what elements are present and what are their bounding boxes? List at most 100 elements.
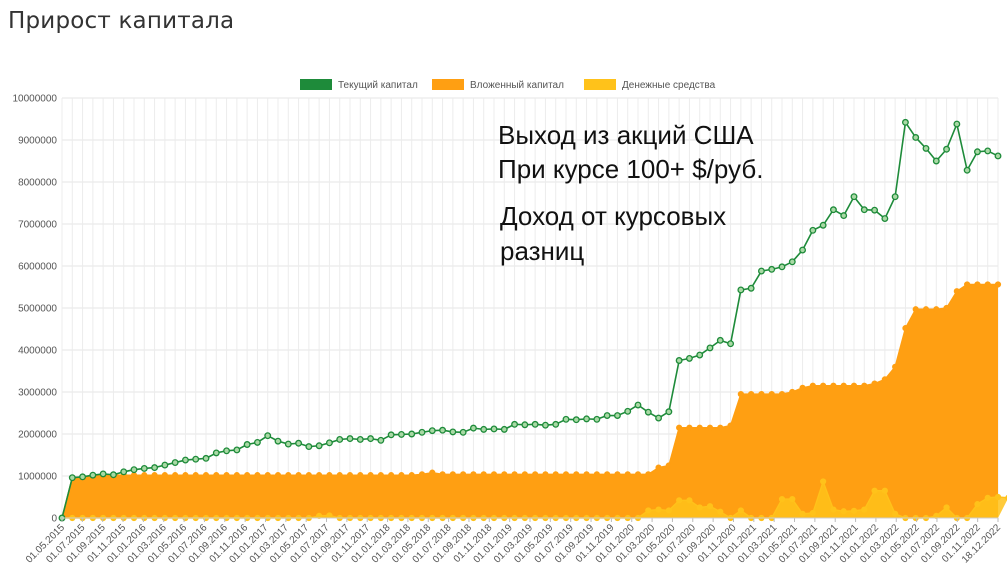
data-point (809, 382, 816, 389)
data-point (295, 472, 302, 479)
data-point (932, 157, 940, 165)
data-point (604, 471, 611, 478)
data-point (860, 206, 868, 214)
data-point (130, 466, 138, 474)
data-point (161, 472, 168, 479)
data-point (326, 512, 333, 519)
data-point (850, 507, 858, 514)
data-point (686, 424, 693, 431)
data-point (881, 376, 888, 383)
data-point (696, 351, 704, 359)
data-point (346, 472, 354, 479)
annotation-text: Доход от курсовых (500, 201, 726, 231)
data-point (562, 415, 570, 423)
data-point (943, 504, 950, 511)
data-point (305, 443, 313, 451)
data-point (377, 472, 384, 479)
data-point (171, 459, 179, 467)
legend-swatch (300, 79, 332, 90)
legend-label: Вложенный капитал (470, 80, 564, 91)
legend-label: Денежные средства (622, 80, 716, 91)
data-point (614, 471, 621, 478)
data-point (891, 193, 899, 201)
data-point (254, 472, 261, 479)
data-point (542, 471, 549, 478)
data-point (490, 471, 498, 478)
data-point (336, 436, 344, 443)
data-point (717, 508, 724, 515)
y-tick-label: 9000000 (18, 136, 57, 147)
data-point (274, 472, 282, 479)
axes: 0 1000000 2000000 3000000 4000000 5000000 6000… (13, 94, 1004, 566)
data-point (521, 471, 528, 478)
data-point (531, 420, 539, 428)
data-point (99, 470, 107, 478)
data-point (871, 487, 878, 494)
data-point (469, 424, 477, 432)
data-point (161, 461, 169, 469)
data-point (593, 415, 601, 423)
data-point (933, 512, 940, 520)
data-point (768, 265, 776, 273)
data-point (181, 456, 189, 464)
data-point (408, 472, 415, 479)
data-point (840, 508, 847, 515)
y-tick-label: 10000000 (13, 94, 58, 105)
data-point (840, 212, 848, 220)
data-point (645, 507, 652, 514)
data-point (953, 120, 961, 128)
data-point (202, 454, 210, 462)
data-point (367, 435, 375, 443)
data-point (768, 391, 775, 398)
data-point (676, 497, 683, 504)
data-point (881, 487, 888, 494)
annotation-text: При курсе 100+ $/руб. (498, 154, 763, 184)
data-point (583, 415, 591, 423)
data-point (397, 430, 405, 438)
data-point (737, 286, 745, 294)
data-point (490, 425, 498, 433)
data-point (109, 471, 117, 479)
data-point (552, 420, 560, 428)
data-point (974, 501, 981, 508)
data-point (223, 447, 231, 455)
y-tick-label: 1000000 (18, 472, 57, 483)
legend-label: Текущий капитал (338, 80, 418, 91)
data-point (994, 493, 1002, 501)
data-point (532, 471, 539, 478)
data-point (737, 391, 744, 398)
data-point (696, 424, 703, 431)
data-point (696, 504, 703, 511)
data-point (963, 166, 971, 174)
data-point (192, 472, 199, 479)
data-point (460, 471, 467, 478)
legend-swatch (584, 79, 616, 90)
data-point (953, 288, 960, 295)
data-point (757, 267, 765, 275)
data-point (408, 430, 416, 438)
data-point (655, 414, 663, 422)
data-point (233, 472, 240, 479)
data-point (861, 382, 868, 389)
data-point (789, 496, 796, 503)
data-point (573, 471, 580, 478)
data-point (140, 464, 148, 472)
data-point (357, 472, 364, 479)
data-point (892, 363, 899, 370)
data-point (809, 226, 817, 234)
data-point (130, 472, 138, 479)
data-point (634, 471, 642, 478)
y-tick-label: 8000000 (18, 178, 57, 189)
data-point (89, 471, 97, 479)
data-point (295, 439, 303, 447)
data-point (243, 441, 251, 448)
data-point (285, 472, 292, 479)
data-point (973, 148, 981, 156)
data-point (120, 468, 128, 476)
data-point (613, 412, 621, 419)
data-point (172, 472, 179, 479)
data-point (377, 436, 385, 444)
data-point (511, 471, 518, 478)
data-point (213, 472, 220, 479)
data-point (439, 471, 446, 478)
